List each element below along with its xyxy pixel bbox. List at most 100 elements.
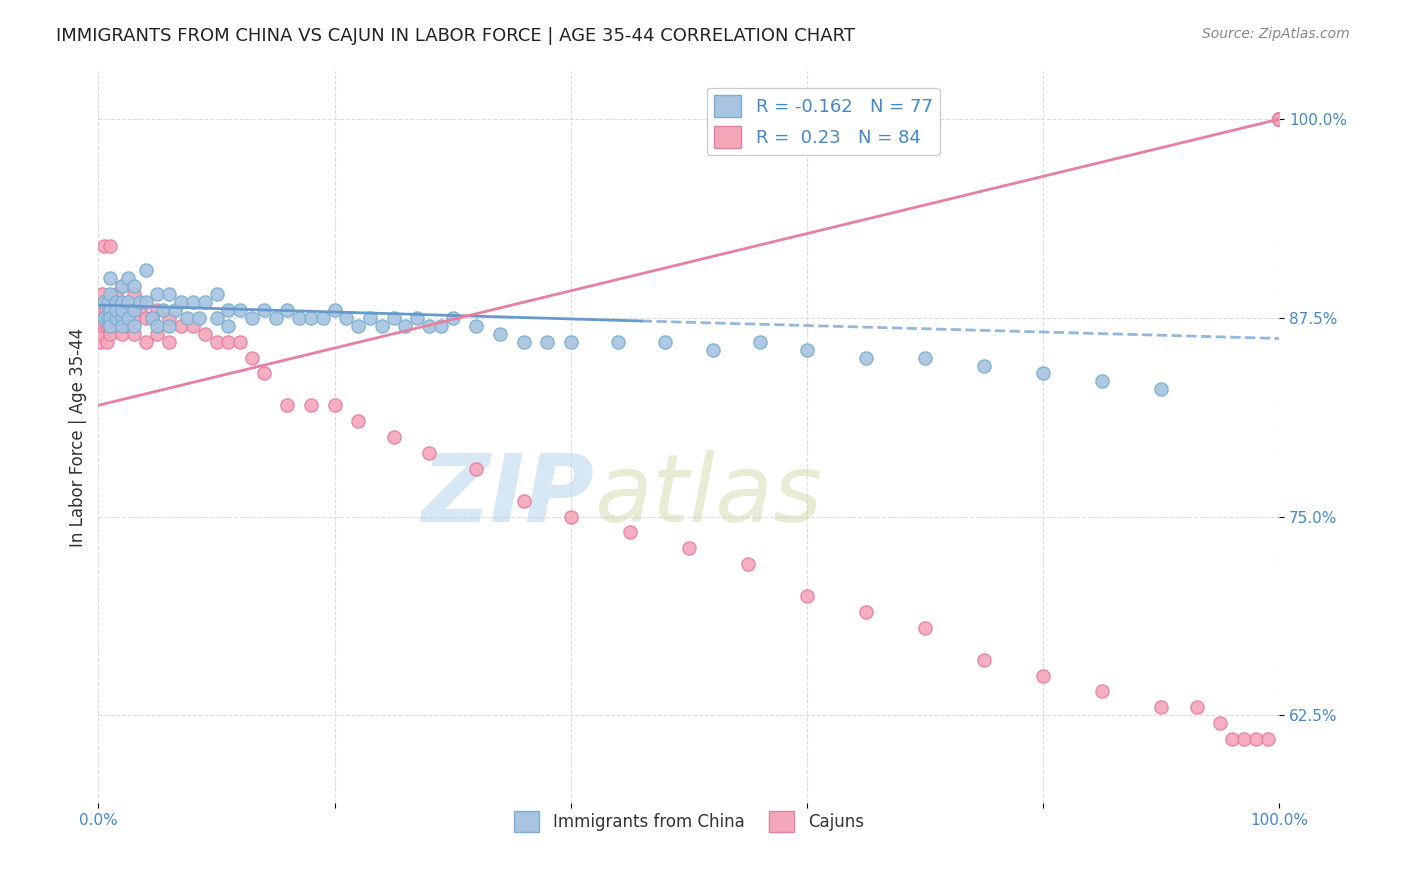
Text: ZIP: ZIP — [422, 450, 595, 541]
Point — [194, 294, 217, 309]
Point — [441, 310, 464, 325]
Point — [98, 239, 121, 253]
Point — [1091, 375, 1114, 389]
Point — [654, 334, 676, 349]
Point — [276, 302, 298, 317]
Point — [135, 334, 157, 349]
Point — [1268, 112, 1291, 126]
Point — [176, 310, 198, 325]
Point — [748, 334, 770, 349]
Point — [1032, 367, 1054, 381]
Point — [312, 310, 335, 325]
Text: Source: ZipAtlas.com: Source: ZipAtlas.com — [1202, 27, 1350, 41]
Point — [117, 302, 139, 317]
Point — [796, 343, 818, 357]
Point — [1032, 668, 1054, 682]
Point — [111, 310, 134, 325]
Point — [187, 310, 209, 325]
Point — [1185, 700, 1208, 714]
Point — [122, 310, 145, 325]
Point — [122, 279, 145, 293]
Text: IMMIGRANTS FROM CHINA VS CAJUN IN LABOR FORCE | AGE 35-44 CORRELATION CHART: IMMIGRANTS FROM CHINA VS CAJUN IN LABOR … — [56, 27, 855, 45]
Point — [205, 334, 228, 349]
Point — [914, 351, 936, 365]
Point — [253, 367, 276, 381]
Point — [98, 302, 121, 317]
Point — [855, 605, 877, 619]
Point — [1268, 112, 1291, 126]
Point — [418, 318, 440, 333]
Point — [1257, 732, 1279, 747]
Point — [96, 334, 118, 349]
Point — [229, 302, 252, 317]
Point — [1268, 112, 1291, 126]
Point — [914, 621, 936, 635]
Point — [465, 318, 488, 333]
Point — [117, 271, 139, 285]
Point — [122, 302, 145, 317]
Point — [146, 287, 169, 301]
Point — [117, 294, 139, 309]
Point — [205, 310, 228, 325]
Point — [1091, 684, 1114, 698]
Point — [181, 318, 204, 333]
Point — [512, 334, 534, 349]
Point — [105, 310, 128, 325]
Point — [135, 263, 157, 277]
Point — [93, 310, 115, 325]
Point — [105, 302, 128, 317]
Point — [371, 318, 394, 333]
Point — [536, 334, 558, 349]
Point — [678, 541, 700, 556]
Point — [240, 351, 263, 365]
Point — [973, 359, 995, 373]
Point — [973, 653, 995, 667]
Point — [560, 509, 582, 524]
Point — [117, 318, 139, 333]
Point — [90, 294, 112, 309]
Point — [105, 318, 128, 333]
Point — [91, 302, 114, 317]
Point — [170, 294, 193, 309]
Point — [560, 334, 582, 349]
Point — [111, 318, 134, 333]
Point — [93, 318, 115, 333]
Point — [93, 294, 115, 309]
Point — [91, 310, 114, 325]
Point — [135, 310, 157, 325]
Point — [1209, 716, 1232, 731]
Point — [98, 287, 121, 301]
Point — [122, 318, 145, 333]
Point — [205, 287, 228, 301]
Point — [702, 343, 724, 357]
Point — [264, 310, 287, 325]
Point — [111, 279, 134, 293]
Point — [146, 302, 169, 317]
Point — [217, 318, 239, 333]
Point — [170, 318, 193, 333]
Point — [1150, 700, 1173, 714]
Point — [359, 310, 381, 325]
Point — [1268, 112, 1291, 126]
Point — [253, 302, 276, 317]
Point — [90, 326, 112, 341]
Y-axis label: In Labor Force | Age 35-44: In Labor Force | Age 35-44 — [69, 327, 87, 547]
Point — [619, 525, 641, 540]
Point — [418, 446, 440, 460]
Point — [111, 326, 134, 341]
Point — [157, 310, 180, 325]
Point — [240, 310, 263, 325]
Point — [323, 302, 346, 317]
Point — [89, 318, 111, 333]
Point — [93, 239, 115, 253]
Point — [489, 326, 512, 341]
Point — [152, 302, 174, 317]
Point — [1150, 383, 1173, 397]
Point — [796, 589, 818, 603]
Point — [146, 326, 169, 341]
Point — [90, 310, 112, 325]
Point — [97, 310, 120, 325]
Point — [105, 287, 128, 301]
Point — [335, 310, 357, 325]
Point — [98, 318, 121, 333]
